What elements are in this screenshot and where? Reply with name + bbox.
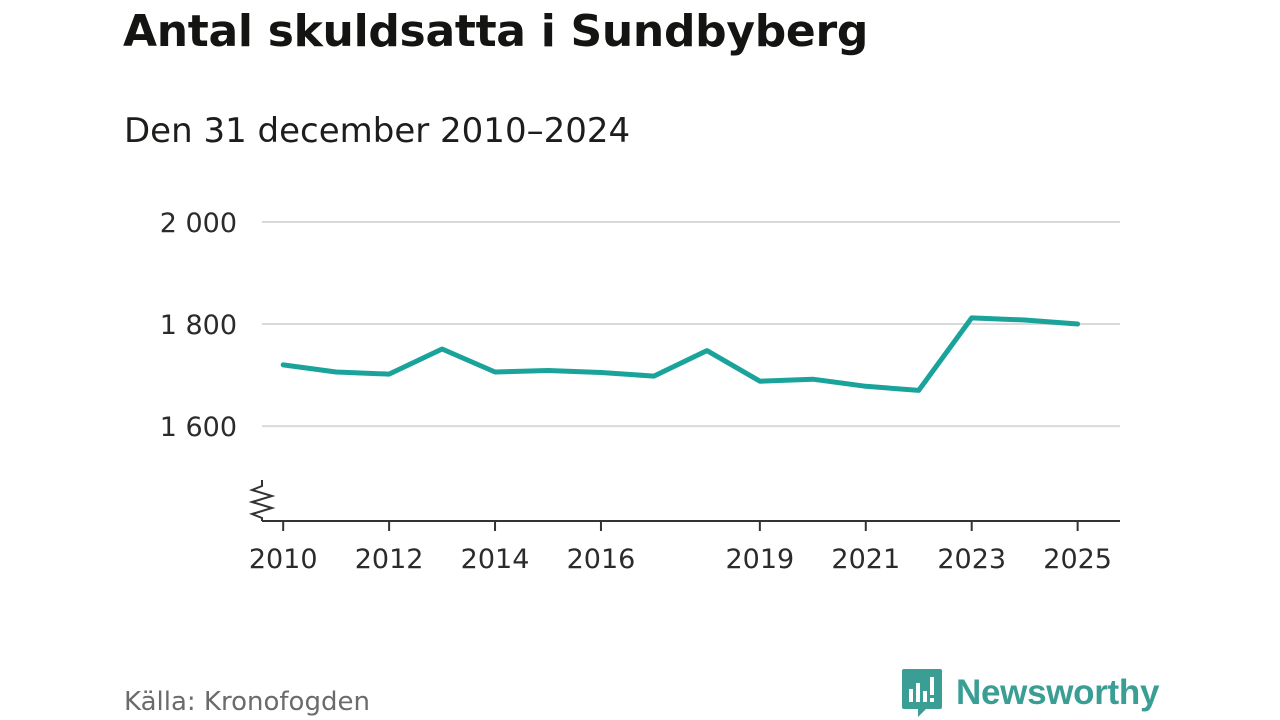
grid-lines [262, 221, 1120, 428]
chart-subtitle: Den 31 december 2010–2024 [124, 111, 631, 151]
x-tick-label: 2012 [355, 544, 424, 575]
y-tick-label: 1 800 [160, 310, 237, 341]
newsworthy-logo-icon [902, 669, 942, 717]
x-tick-label: 2016 [567, 544, 636, 575]
x-tick-label: 2023 [937, 544, 1006, 575]
chart-title: Antal skuldsatta i Sundbyberg [123, 6, 869, 57]
x-tick-label: 2025 [1043, 544, 1112, 575]
y-tick-label: 2 000 [160, 208, 237, 239]
brand-name: Newsworthy [956, 673, 1160, 712]
y-tick-label: 1 600 [160, 412, 237, 443]
x-tick-label: 2014 [461, 544, 530, 575]
source-note: Källa: Kronofogden [124, 687, 370, 717]
series-layer [280, 315, 1081, 393]
x-tick-label: 2010 [249, 544, 318, 575]
line-chart: 1 600 1 800 2 000 2010 2012 2014 2016 2019 2021… [160, 208, 1120, 575]
x-tick-label: 2019 [725, 544, 794, 575]
series-line [280, 315, 1081, 393]
x-tick-label: 2021 [831, 544, 900, 575]
y-axis-labels: 1 600 1 800 2 000 [160, 208, 237, 443]
axis-break-mark [248, 480, 276, 521]
x-axis: 2010 2012 2014 2016 2019 2021 2023 2025 [248, 480, 1120, 575]
brand-logo: Newsworthy [902, 669, 1159, 717]
